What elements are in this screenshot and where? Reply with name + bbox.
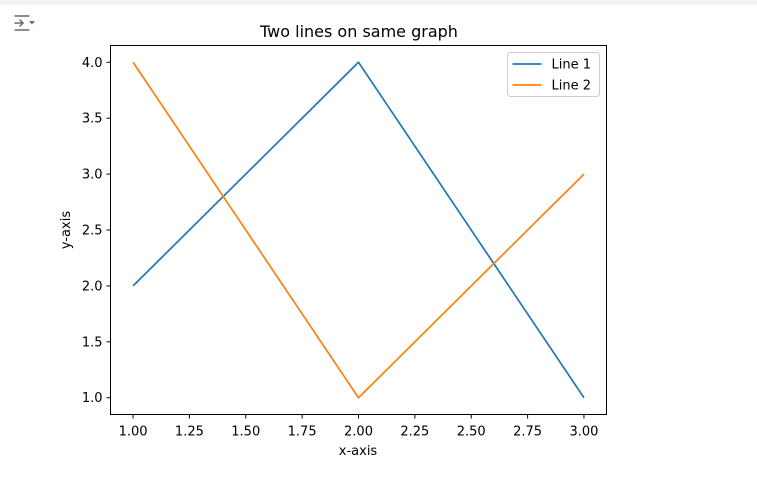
x-tick-label: 1.25	[175, 425, 204, 440]
legend-label: Line 2	[552, 79, 592, 94]
y-ticks: 1.0 1.5 2.0 2.5 3.0 3.5 4.0	[82, 56, 111, 406]
plot-frame	[110, 45, 607, 415]
x-tick-label: 3.00	[569, 425, 598, 440]
y-axis-label: y-axis	[59, 211, 74, 249]
output-collapse-icon[interactable]	[13, 12, 37, 34]
series-lines	[132, 61, 585, 399]
x-tick-label: 1.50	[231, 425, 260, 440]
x-axis-label: x-axis	[339, 444, 378, 459]
y-tick-label: 4.0	[82, 56, 103, 71]
y-tick-label: 3.5	[82, 112, 103, 127]
y-tick-label: 3.0	[82, 168, 103, 183]
x-tick-label: 2.00	[344, 425, 373, 440]
y-tick-label: 2.5	[82, 224, 103, 239]
x-tick-label: 1.00	[119, 425, 148, 440]
x-tick-label: 2.75	[513, 425, 542, 440]
y-tick-label: 1.0	[82, 391, 103, 406]
legend: Line 1 Line 2	[507, 52, 600, 97]
x-tick-label: 2.50	[457, 425, 486, 440]
cell-top-border	[0, 0, 757, 5]
x-tick-label: 2.25	[400, 425, 429, 440]
y-tick-label: 1.5	[82, 335, 103, 350]
x-tick-label: 1.75	[288, 425, 317, 440]
x-ticks: 1.00 1.25 1.50 1.75 2.00 2.25 2.50 2.75 3.00	[119, 414, 598, 440]
legend-label: Line 1	[552, 58, 592, 73]
chart-title: Two lines on same graph	[259, 22, 458, 41]
series-line-1	[132, 61, 585, 399]
series-line-2	[132, 61, 585, 399]
y-tick-label: 2.0	[82, 279, 103, 294]
